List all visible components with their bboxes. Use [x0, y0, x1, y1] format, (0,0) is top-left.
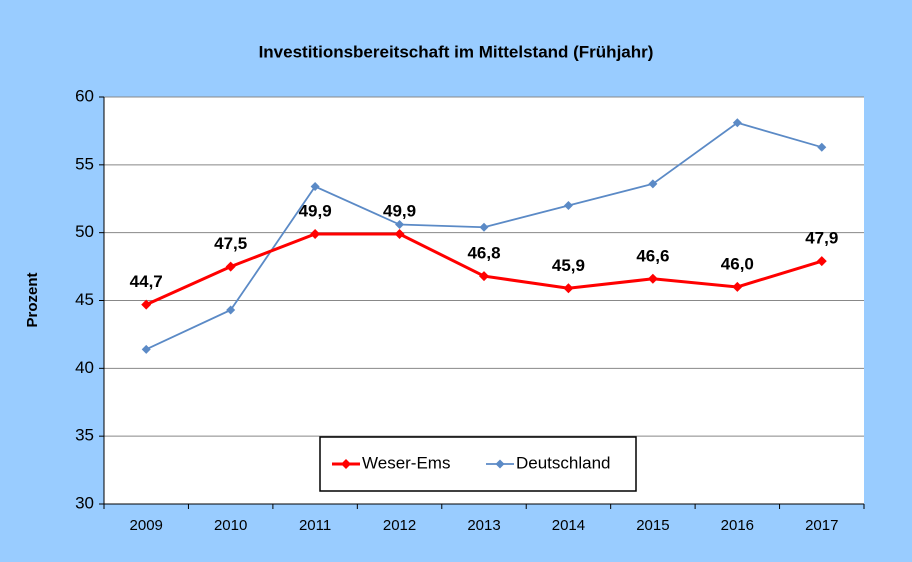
marker	[225, 261, 236, 272]
y-tick-label: 30	[75, 493, 94, 512]
y-axis-label: Prozent	[24, 272, 41, 327]
x-tick-label: 2011	[299, 517, 331, 534]
data-label: 49,9	[299, 202, 332, 221]
legend-box	[319, 436, 637, 492]
data-label: 47,9	[805, 229, 838, 248]
x-tick-label: 2013	[467, 517, 500, 534]
legend-label: Weser-Ems	[362, 453, 450, 472]
x-tick-label: 2012	[383, 517, 416, 534]
data-label: 45,9	[552, 256, 585, 275]
data-label: 47,5	[214, 234, 247, 253]
marker	[732, 281, 743, 292]
marker	[563, 201, 573, 211]
data-label: 46,6	[636, 246, 669, 265]
x-tick-label: 2017	[805, 517, 838, 534]
data-label: 44,7	[130, 272, 163, 291]
legend-marker	[495, 459, 505, 469]
data-label: 46,8	[467, 244, 500, 263]
x-tick-label: 2015	[636, 517, 669, 534]
y-tick-label: 40	[75, 358, 94, 377]
marker	[817, 142, 827, 152]
data-label: 49,9	[383, 202, 416, 221]
legend-marker	[341, 459, 351, 469]
legend-label: Deutschland	[516, 453, 611, 472]
chart-title: Investitionsbereitschaft im Mittelstand …	[259, 42, 654, 61]
marker	[141, 299, 152, 310]
marker	[394, 229, 405, 240]
y-tick-label: 35	[75, 426, 94, 445]
x-tick-label: 2016	[721, 517, 754, 534]
marker	[479, 222, 489, 232]
x-tick-label: 2009	[130, 517, 163, 534]
data-label: 46,0	[721, 254, 754, 273]
y-tick-label: 60	[75, 86, 94, 105]
marker	[732, 118, 742, 128]
x-tick-label: 2014	[552, 517, 585, 534]
y-tick-label: 50	[75, 222, 94, 241]
marker	[479, 271, 489, 282]
y-tick-label: 55	[75, 154, 94, 173]
marker	[226, 305, 236, 315]
marker	[647, 273, 658, 284]
marker	[648, 179, 658, 189]
marker	[310, 229, 321, 240]
marker	[141, 344, 151, 354]
marker	[395, 220, 405, 230]
x-tick-label: 2010	[214, 517, 247, 534]
marker	[563, 283, 574, 294]
marker	[816, 256, 827, 267]
marker	[310, 182, 320, 192]
y-tick-label: 45	[75, 290, 94, 309]
